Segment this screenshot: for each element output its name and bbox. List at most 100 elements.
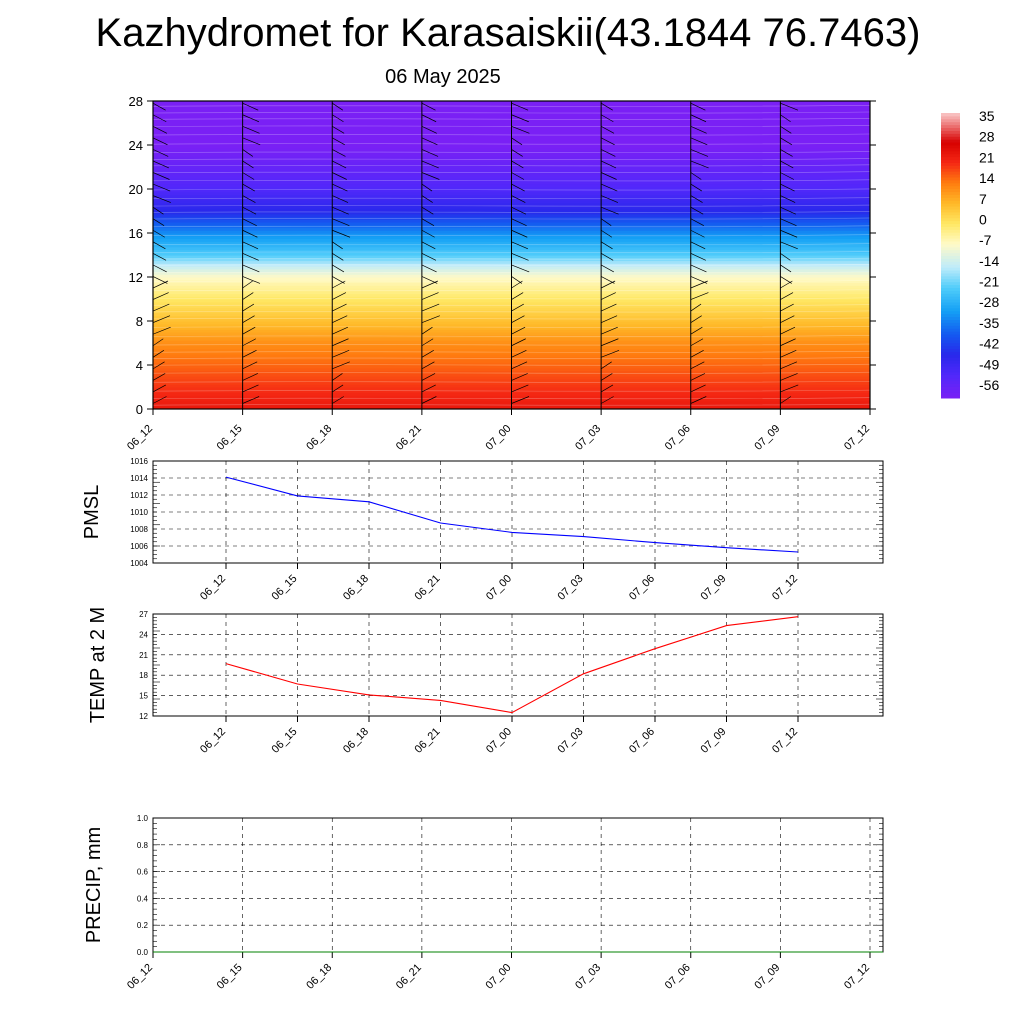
- colorbar-label: -35: [979, 315, 999, 331]
- wind-barb: [600, 303, 617, 312]
- colorbar-segment: [941, 264, 960, 268]
- wind-barb: [242, 125, 260, 134]
- colorbar-segment: [941, 322, 960, 326]
- wind-barb: [869, 345, 870, 346]
- y-tick-label: 0: [136, 402, 143, 417]
- x-tick-label: 07_03: [556, 573, 586, 603]
- wind-barb: [421, 218, 435, 227]
- wind-barb: [690, 206, 704, 215]
- colorbar-segment: [941, 252, 960, 256]
- x-tick-label: 06_21: [394, 423, 424, 453]
- wind-barb: [332, 206, 349, 215]
- colorbar-segment: [941, 380, 960, 384]
- wind-barb: [242, 114, 260, 123]
- contour-line: [153, 225, 870, 228]
- wind-barb: [511, 183, 525, 192]
- colorbar-segment: [941, 153, 960, 158]
- wind-barb: [332, 218, 350, 227]
- wind-barb: [511, 195, 526, 203]
- wind-barb: [780, 183, 795, 192]
- wind-barb: [242, 102, 259, 111]
- colorbar-segment: [941, 331, 960, 335]
- wind-barb: [690, 292, 709, 300]
- wind-barb: [153, 160, 169, 169]
- wind-barb: [153, 264, 167, 273]
- y-axis-title: PMSL: [81, 485, 103, 539]
- contour-line: [153, 188, 870, 191]
- wind-barb: [332, 149, 346, 157]
- wind-barb: [332, 229, 351, 238]
- wind-barb: [780, 137, 793, 146]
- x-tick-label: 07_06: [627, 573, 657, 603]
- contour-line: [153, 297, 870, 300]
- wind-barb: [780, 160, 794, 169]
- y-tick-label: 0.6: [137, 868, 149, 877]
- wind-barb: [421, 172, 440, 180]
- wind-barb: [780, 276, 792, 284]
- wind-barb: [690, 373, 706, 381]
- y-tick-label: 28: [129, 94, 143, 109]
- contour-line: [153, 151, 870, 154]
- contour-line: [153, 217, 870, 220]
- colorbar-segment: [941, 351, 960, 355]
- wind-barb: [332, 384, 344, 393]
- wind-barb: [690, 384, 706, 393]
- colorbar-segment: [941, 272, 960, 277]
- wind-barb: [332, 292, 347, 300]
- wind-barb: [511, 349, 527, 358]
- y-tick-label: 1008: [130, 525, 148, 534]
- wind-barb: [600, 276, 615, 284]
- y-tick-label: 0.4: [137, 894, 149, 903]
- wind-barb: [242, 160, 254, 169]
- wind-barb: [242, 195, 256, 203]
- contour-line: [153, 335, 870, 337]
- wind-barb: [511, 276, 523, 284]
- contour-line: [153, 289, 870, 292]
- y-tick-label: 1014: [130, 474, 148, 483]
- contour-line: [153, 234, 870, 237]
- colorbar-label: 28: [979, 129, 995, 145]
- colorbar-segment: [941, 194, 960, 198]
- contour-line: [153, 343, 870, 346]
- contour-line: [153, 304, 870, 307]
- colorbar: 35 28 21 14 7 0 -7 -14 -21 -28 -35 -42 -49 -56: [941, 108, 999, 399]
- colorbar-segment: [941, 217, 960, 222]
- colorbar-segment: [941, 240, 960, 245]
- wind-barb: [242, 338, 257, 347]
- precip-panel: 0.0 0.2 0.4 0.6 0.8 1.0 06_12 06_15 06_18 06_21 07…: [83, 814, 884, 992]
- wind-barb: [332, 326, 348, 335]
- colorbar-segment: [941, 243, 960, 248]
- wind-barb: [780, 126, 792, 134]
- colorbar-segment: [941, 255, 960, 259]
- wind-barb: [780, 326, 796, 335]
- wind-barb: [332, 114, 344, 123]
- colorbar-segment: [941, 278, 960, 283]
- wind-barb: [600, 253, 614, 261]
- wind-barb: [332, 160, 347, 169]
- colorbar-segment: [941, 206, 960, 210]
- colorbar-segment: [941, 203, 960, 207]
- wind-barb: [332, 315, 348, 323]
- colorbar-segment: [941, 293, 960, 297]
- wind-barb: [332, 396, 344, 404]
- wind-barb: [780, 303, 794, 312]
- wind-barb: [242, 137, 261, 146]
- wind-barb: [869, 149, 870, 150]
- x-tick-label: 07_12: [770, 726, 800, 756]
- wind-barb: [242, 349, 257, 358]
- contour-line: [153, 111, 870, 114]
- wind-barb: [242, 264, 260, 273]
- contour-line: [153, 371, 870, 374]
- colorbar-segment: [941, 334, 960, 338]
- colorbar-segment: [941, 115, 960, 120]
- wind-barb: [153, 125, 168, 134]
- contour-line: [153, 310, 870, 313]
- wind-barb: [690, 276, 708, 284]
- colorbar-segment: [941, 290, 960, 294]
- wind-barb: [780, 396, 792, 404]
- wind-barb: [511, 206, 527, 215]
- wind-barb: [869, 264, 870, 266]
- colorbar-segment: [941, 363, 960, 367]
- contour-line: [153, 104, 870, 107]
- colorbar-segment: [941, 281, 960, 286]
